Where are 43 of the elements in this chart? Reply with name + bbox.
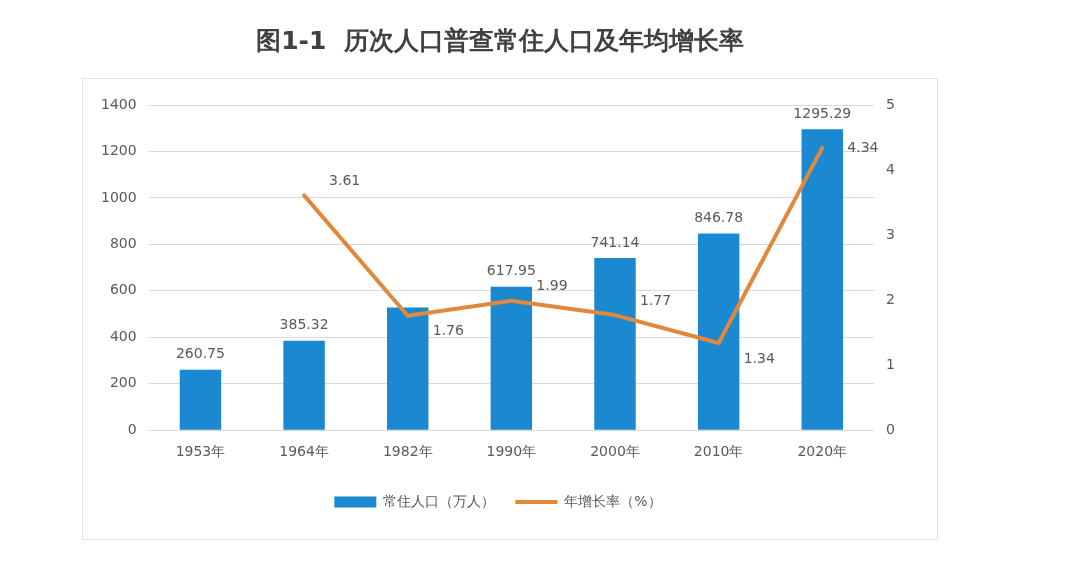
y2-tick-label: 2 — [886, 290, 896, 307]
data-label: 3.61 — [329, 172, 361, 189]
data-label: 846.78 — [694, 209, 744, 226]
y2-tick-label: 1 — [886, 355, 896, 372]
x-tick-label: 1964年 — [279, 443, 329, 460]
x-tick-label: 1953年 — [175, 443, 226, 460]
data-label: 260.75 — [175, 345, 225, 362]
data-label: 1.76 — [432, 322, 464, 339]
bar — [697, 233, 740, 430]
data-label: 1.34 — [743, 349, 775, 366]
y-tick-label: 600 — [109, 281, 137, 298]
data-label: 617.95 — [486, 262, 536, 279]
bar — [179, 369, 222, 430]
bar — [490, 286, 533, 430]
x-tick-label: 1990年 — [486, 443, 537, 460]
bar — [283, 340, 325, 430]
data-label: 1295.29 — [793, 104, 852, 121]
legend-label: 年增长率（%） — [564, 492, 662, 509]
y2-tick-label: 4 — [886, 160, 896, 177]
y-tick-label: 400 — [109, 327, 137, 344]
data-label: 385.32 — [279, 316, 329, 333]
y2-tick-label: 5 — [886, 95, 896, 112]
bar — [594, 258, 636, 430]
y2-tick-label: 3 — [886, 225, 896, 242]
x-tick-label: 2020年 — [797, 443, 848, 460]
x-tick-label: 2010年 — [693, 443, 744, 460]
chart-title: 图1-1 历次人口普查常住人口及年均增长率 — [255, 25, 745, 57]
bar — [387, 307, 429, 430]
data-label: 1.77 — [640, 291, 672, 308]
y2-tick-label: 0 — [886, 420, 896, 437]
data-label: 741.14 — [590, 233, 640, 250]
y-tick-label: 1400 — [100, 95, 137, 112]
bar — [801, 129, 843, 430]
y-tick-label: 200 — [109, 374, 137, 391]
y-tick-label: 800 — [109, 235, 137, 252]
data-label: 1.99 — [536, 277, 568, 294]
y-tick-label: 1000 — [100, 188, 137, 205]
data-label: 4.34 — [847, 138, 879, 155]
y-tick-label: 0 — [127, 420, 137, 437]
x-tick-label: 2000年 — [590, 443, 640, 460]
y-tick-label: 1200 — [100, 142, 137, 159]
x-tick-label: 1982年 — [382, 443, 433, 460]
legend-label: 常住人口（万人） — [383, 492, 496, 509]
